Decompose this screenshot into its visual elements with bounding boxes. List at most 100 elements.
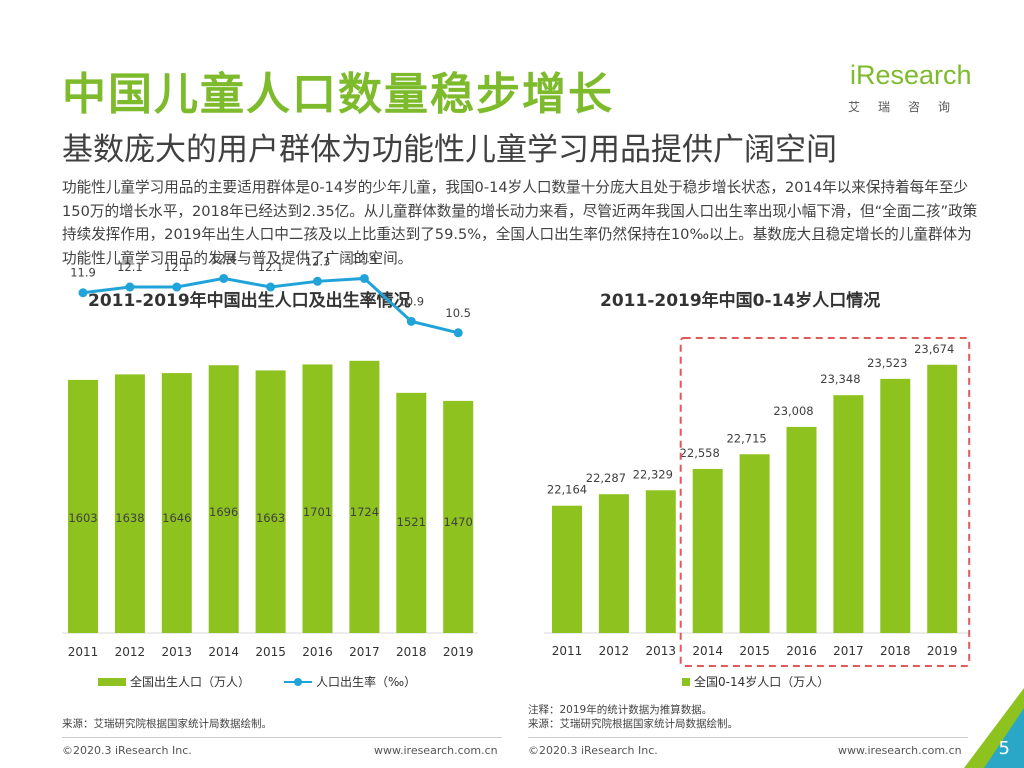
chart2-x-tick: 2012 (599, 644, 630, 658)
chart2-x-tick: 2016 (786, 644, 817, 658)
chart1-x-tick: 2016 (302, 645, 333, 659)
chart1-x-tick: 2011 (68, 645, 99, 659)
chart1-x-tick: 2012 (115, 645, 146, 659)
chart2-title: 2011-2019年中国0-14岁人口情况 (600, 291, 881, 311)
logo-text: iResearch (850, 60, 972, 90)
chart1-x-tick: 2015 (255, 645, 286, 659)
chart1-rate-point (359, 273, 369, 283)
chart1-bar (255, 370, 286, 633)
chart2-bar-label: 23,523 (867, 356, 907, 370)
chart1-x-tick: 2014 (208, 645, 239, 659)
chart2-x-tick: 2015 (739, 644, 770, 658)
chart2-bar-label: 23,348 (820, 372, 860, 386)
chart1-rate-point (266, 282, 276, 292)
chart2-bar-label: 22,558 (680, 446, 720, 460)
chart1-bar-label: 1724 (350, 505, 379, 519)
footer-divider-right (528, 737, 968, 738)
chart1-rate-point (406, 316, 416, 326)
legend-line-swatch (284, 677, 313, 686)
chart1-rate-label: 12.1 (117, 260, 143, 274)
footer-url-left[interactable]: www.iresearch.com.cn (374, 744, 498, 757)
chart1-rate-label: 10.9 (398, 294, 424, 308)
logo-cn-text: 艾瑞咨询 (848, 100, 969, 114)
legend-bar-swatch (98, 677, 126, 686)
chart1-rate-point (453, 328, 463, 338)
chart1-rate-label: 12.1 (164, 260, 190, 274)
chart1-bar-label: 1521 (397, 515, 426, 529)
chart1-bar (302, 364, 333, 633)
chart1-rate-point (313, 276, 322, 286)
chart1-rate-point (125, 282, 135, 292)
chart1-bar-label: 1603 (68, 511, 97, 525)
chart1-bar-label: 1663 (256, 511, 285, 525)
chart1-rate-label: 12.3 (305, 254, 331, 268)
chart2-bar-label: 22,329 (633, 467, 673, 481)
chart2-bar (692, 468, 723, 633)
chart2-highlight-box (679, 337, 971, 667)
intro-paragraph: 功能性儿童学习用品的主要适用群体是0-14岁的少年儿童，我国0-14岁人口数量十… (62, 179, 978, 267)
legend-bar-label: 全国出生人口（万人） (130, 675, 251, 689)
chart2-x-tick: 2017 (833, 644, 864, 658)
chart1-rate-label: 10.5 (445, 306, 471, 320)
chart1-bar-label: 1470 (444, 515, 473, 529)
chart2-bar (880, 378, 911, 633)
chart1-x-tick: 2019 (443, 645, 474, 659)
chart1-rate-point (78, 288, 88, 298)
chart1-x-tick: 2013 (162, 645, 193, 659)
chart2-legend: 全国0-14岁人口（万人） (682, 673, 829, 690)
chart1-bar (68, 379, 98, 633)
chart2-bar (833, 395, 864, 633)
chart2-bar-label: 23,008 (773, 404, 813, 418)
footer-url-right[interactable]: www.iresearch.com.cn (838, 744, 962, 757)
chart2-bar (552, 505, 582, 633)
chart1-bar (349, 360, 380, 633)
chart1-bar-label: 1701 (303, 505, 332, 519)
chart2-bar-label: 23,674 (914, 342, 954, 356)
chart1-rate-label: 12.1 (258, 260, 284, 274)
chart2-x-tick: 2013 (646, 644, 677, 658)
chart1-rate-point (172, 282, 182, 292)
footer-copyright-right: ©2020.3 iResearch Inc. (528, 744, 658, 757)
corner-decoration (964, 688, 1024, 768)
chart1-bar (208, 365, 239, 633)
chart1-bar-label: 1638 (115, 511, 144, 525)
chart2-bar-label: 22,164 (547, 483, 587, 497)
chart2-bar (739, 454, 770, 633)
footer-copyright-left: ©2020.3 iResearch Inc. (62, 744, 192, 757)
chart1-title: 2011-2019年中国出生人口及出生率情况 (88, 291, 411, 311)
page-subtitle: 基数庞大的用户群体为功能性儿童学习用品提供广阔空间 (62, 132, 837, 168)
legend2-bar-swatch (682, 677, 690, 686)
page-number: 5 (998, 738, 1010, 759)
chart1-bar-label: 1646 (162, 511, 191, 525)
legend2-bar-label: 全国0-14岁人口（万人） (694, 675, 830, 689)
chart1-bar-label: 1696 (209, 505, 238, 519)
chart2-bar (598, 494, 629, 633)
chart2-source: 来源：艾瑞研究院根据国家统计局数据绘制。 (528, 718, 738, 730)
chart1-bar (396, 392, 427, 633)
chart2-x-tick: 2018 (880, 644, 911, 658)
chart2-x-tick: 2019 (927, 644, 958, 658)
chart2-bar (786, 426, 817, 633)
chart1-legend: 全国出生人口（万人） 人口出生率（‰） (98, 673, 416, 690)
chart1-x-tick: 2018 (396, 645, 427, 659)
chart2-note: 注释：2019年的统计数据为推算数据。 (528, 704, 713, 716)
chart1-rate-label: 12.4 (211, 251, 237, 265)
chart1-rate-point (219, 273, 229, 283)
chart1-bar (443, 400, 474, 633)
chart1-bar (161, 373, 192, 633)
chart2-bar-label: 22,287 (586, 471, 626, 485)
page-title: 中国儿童人口数量稳步增长 (62, 69, 614, 120)
chart2-bar (645, 490, 676, 633)
chart1-source: 来源：艾瑞研究院根据国家统计局数据绘制。 (62, 718, 272, 730)
chart1-rate-label: 11.9 (70, 266, 96, 280)
chart2-x-tick: 2011 (552, 644, 583, 658)
legend-line-label: 人口出生率（‰） (316, 675, 417, 689)
chart1-rate-label: 12.4 (352, 251, 378, 265)
footer-divider-left (62, 737, 502, 738)
chart1-x-tick: 2017 (349, 645, 380, 659)
chart2-bar-label: 22,715 (726, 431, 766, 445)
iresearch-logo: iResearch 艾瑞咨询 (836, 52, 976, 122)
chart1-bar (114, 374, 145, 633)
chart2-bar (927, 364, 958, 633)
